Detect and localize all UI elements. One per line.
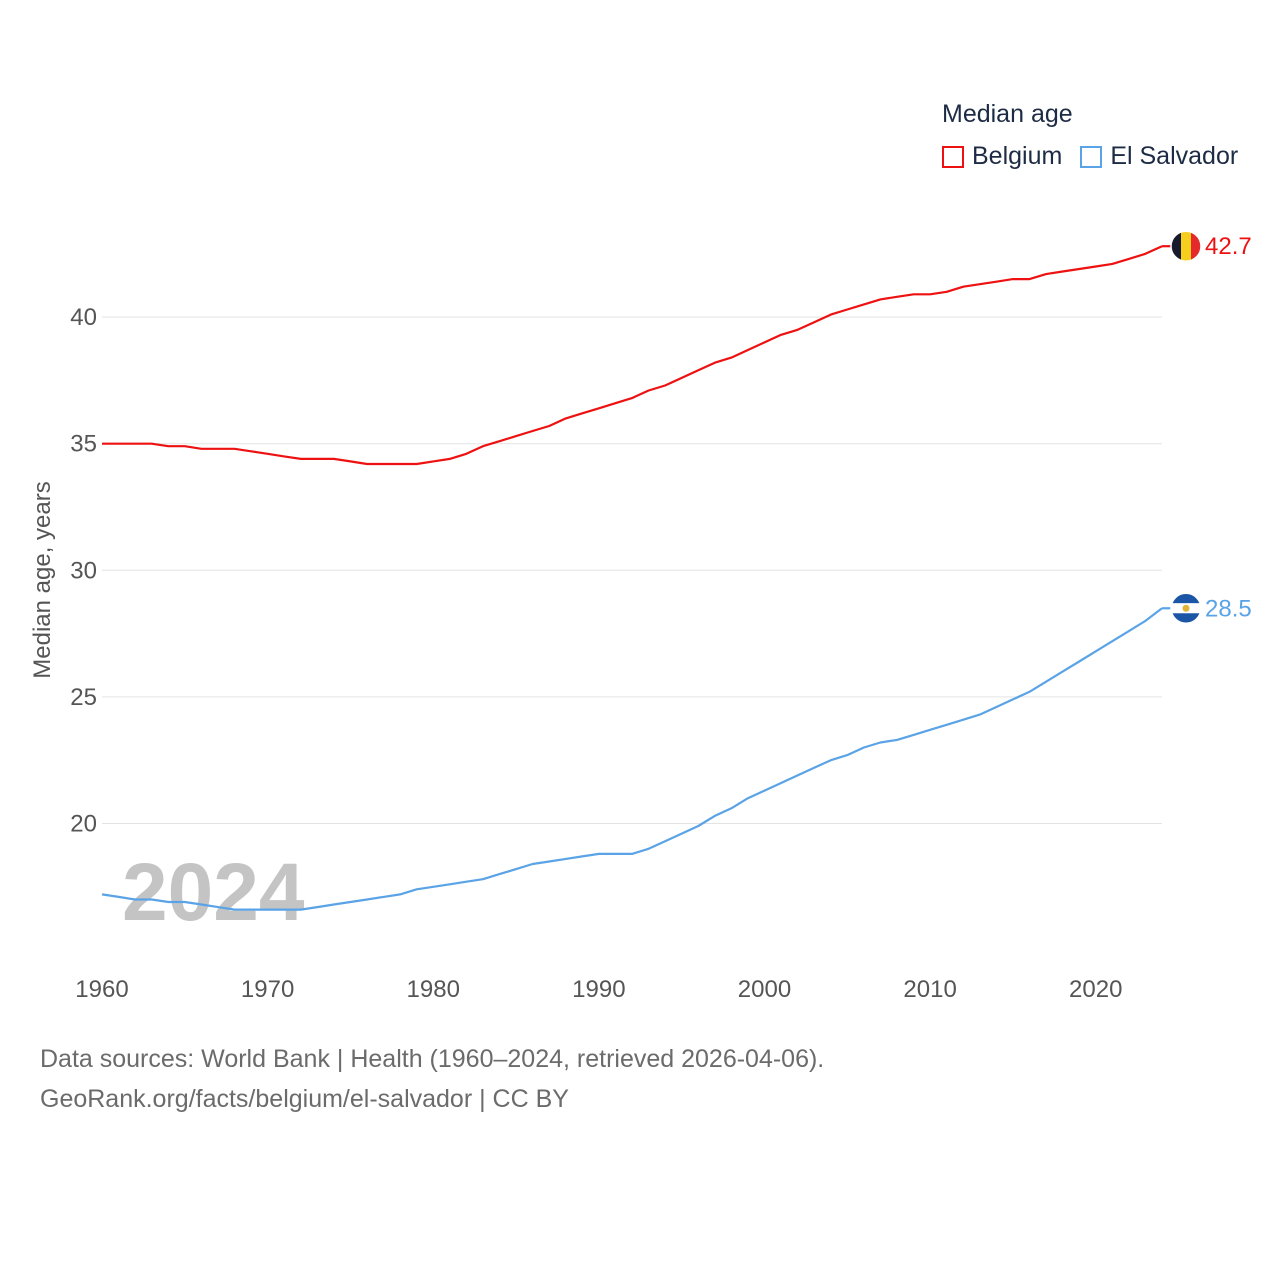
x-tick-label: 2010 xyxy=(903,976,956,1003)
year-watermark: 2024 xyxy=(122,847,305,938)
y-axis-ticks: 20 25 30 35 40 xyxy=(70,304,97,837)
x-tick-label: 1990 xyxy=(572,976,625,1003)
x-tick-label: 2000 xyxy=(738,976,791,1003)
belgium-flag-ring xyxy=(1170,230,1202,262)
y-tick-label: 40 xyxy=(70,304,97,331)
x-tick-label: 1960 xyxy=(75,976,128,1003)
y-tick-label: 30 xyxy=(70,557,97,584)
el-salvador-flag-icon xyxy=(1171,593,1201,624)
x-tick-label: 1980 xyxy=(407,976,460,1003)
y-tick-label: 20 xyxy=(70,811,97,838)
x-tick-label: 1970 xyxy=(241,976,294,1003)
x-axis-ticks: 1960 1970 1980 1990 2000 2010 2020 xyxy=(75,976,1122,1003)
legend-swatch-belgium xyxy=(942,145,964,168)
belgium-flag-icon xyxy=(1171,231,1201,262)
legend-item-belgium[interactable]: Belgium xyxy=(942,142,1062,171)
x-tick-label: 2020 xyxy=(1069,976,1122,1003)
gridlines xyxy=(102,316,1162,824)
y-tick-label: 35 xyxy=(70,431,97,458)
series-line-belgium[interactable] xyxy=(102,245,1163,466)
end-value-label-el-salvador: 28.5 xyxy=(1205,595,1252,622)
legend-swatch-el-salvador xyxy=(1080,145,1103,168)
y-axis-label: Median age, years xyxy=(29,481,56,678)
legend-label-el-salvador: El Salvador xyxy=(1110,142,1239,170)
el-salvador-flag-ring xyxy=(1170,592,1202,625)
legend-item-el-salvador[interactable]: El Salvador xyxy=(1080,142,1238,171)
attribution-text: GeoRank.org/facts/belgium/el-salvador | … xyxy=(40,1085,569,1113)
data-source-text: Data sources: World Bank | Health (1960–… xyxy=(40,1045,825,1073)
legend: Belgium El Salvador xyxy=(942,142,1256,171)
y-tick-label: 25 xyxy=(70,684,97,711)
end-value-label-belgium: 42.7 xyxy=(1205,233,1252,260)
series-line-el-salvador[interactable] xyxy=(101,607,1163,911)
legend-title: Median age xyxy=(942,100,1073,128)
legend-label-belgium: Belgium xyxy=(972,142,1063,170)
